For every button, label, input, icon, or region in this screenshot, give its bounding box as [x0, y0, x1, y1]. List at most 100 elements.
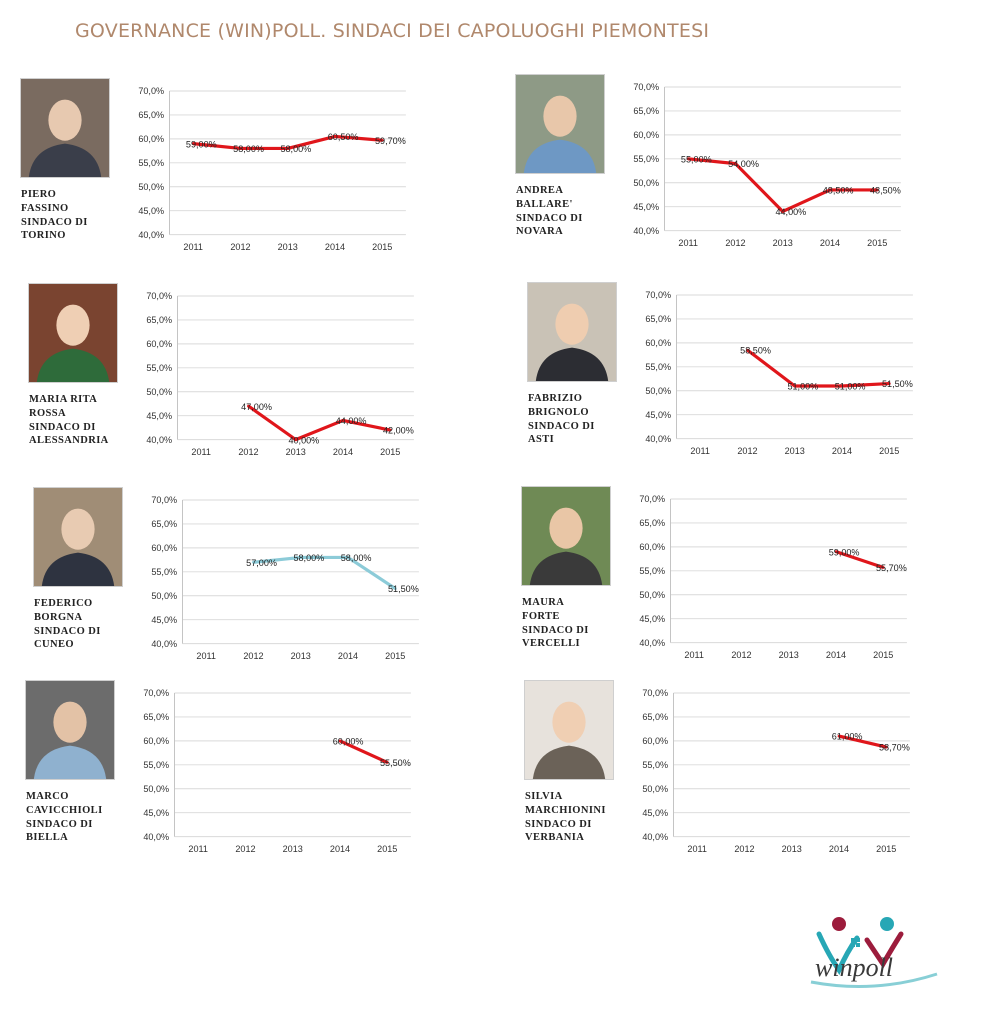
y-tick-label: 45,0%: [645, 410, 671, 420]
y-tick-label: 55,0%: [645, 362, 671, 372]
data-point: [333, 135, 337, 138]
data-label: 59,00%: [186, 139, 217, 149]
y-tick-label: 45,0%: [146, 411, 172, 421]
mayor-panel: SILVIA MARCHIONINI SINDACO DI VERBANIA 40,0%…: [524, 680, 944, 870]
logo-text: winpoll: [815, 953, 893, 982]
data-point: [346, 556, 350, 559]
data-point: [239, 147, 242, 150]
y-tick-label: 70,0%: [143, 688, 169, 698]
x-tick-label: 2015: [876, 844, 896, 854]
line-chart: 40,0% 45,0% 50,0% 55,0% 60,0% 65,0% 70,0% 2011 2…: [642, 688, 910, 854]
y-tick-label: 60,0%: [143, 736, 169, 746]
caption-line: SINDACO DI: [522, 624, 589, 636]
y-tick-label: 55,0%: [151, 567, 177, 577]
y-tick-label: 55,0%: [138, 158, 164, 168]
y-tick-label: 70,0%: [633, 82, 659, 92]
caption-line: BIELLA: [26, 832, 69, 844]
y-tick-label: 40,0%: [633, 226, 659, 236]
data-label: 54,00%: [728, 159, 759, 169]
line-chart: 40,0% 45,0% 50,0% 55,0% 60,0% 65,0% 70,0% 2011 2…: [138, 86, 406, 252]
series-line: [247, 404, 391, 442]
caption-line: ROSSA: [29, 407, 67, 419]
data-point: [834, 550, 838, 554]
y-tick-label: 70,0%: [146, 291, 172, 301]
data-label: 58,00%: [280, 144, 311, 154]
mayor-caption: MAURA FORTE SINDACO DI VERCELLI: [522, 596, 627, 651]
line-chart: 40,0% 45,0% 50,0% 55,0% 60,0% 65,0% 70,0% 2011 2…: [146, 291, 414, 457]
y-tick-label: 60,0%: [639, 542, 665, 552]
caption-line: FASSINO: [21, 202, 69, 214]
x-tick-label: 2012: [731, 650, 751, 660]
y-tick-label: 45,0%: [138, 206, 164, 216]
data-label: 44,00%: [336, 416, 367, 426]
x-tick-label: 2012: [734, 844, 754, 854]
y-tick-label: 65,0%: [633, 106, 659, 116]
x-tick-label: 2015: [867, 238, 887, 248]
x-tick-label: 2012: [243, 651, 263, 661]
mayor-panel: PIERO FASSINO SINDACO DI TORINO 40,0% 45,0% 50…: [20, 78, 440, 268]
y-tick-label: 50,0%: [633, 178, 659, 188]
x-tick-label: 2014: [826, 650, 846, 660]
data-label: 51,50%: [882, 379, 913, 389]
data-label: 58,70%: [879, 743, 910, 753]
data-label: 51,50%: [388, 584, 419, 594]
y-tick-label: 65,0%: [151, 519, 177, 529]
winpoll-logo: winpoll: [805, 912, 945, 992]
data-point: [793, 384, 797, 388]
x-tick-label: 2015: [879, 446, 899, 456]
y-tick-label: 50,0%: [151, 591, 177, 601]
y-tick-label: 45,0%: [143, 808, 169, 818]
x-tick-label: 2012: [230, 242, 250, 252]
data-point: [341, 419, 345, 422]
y-tick-label: 45,0%: [642, 808, 668, 818]
data-label: 59,70%: [375, 136, 406, 146]
data-label: 51,00%: [835, 382, 866, 392]
y-tick-label: 65,0%: [645, 314, 671, 324]
y-tick-label: 65,0%: [146, 315, 172, 325]
data-point: [734, 162, 737, 165]
line-chart: 40,0% 45,0% 50,0% 55,0% 60,0% 65,0% 70,0% 2011 2…: [633, 82, 901, 248]
data-label: 48,50%: [870, 186, 901, 196]
mayor-panel: FABRIZIO BRIGNOLO SINDACO DI ASTI 40,0% 45,0%…: [527, 282, 947, 472]
data-label: 55,50%: [380, 758, 411, 768]
y-tick-label: 50,0%: [642, 784, 668, 794]
data-point: [887, 382, 891, 385]
x-tick-label: 2014: [820, 238, 840, 248]
y-tick-label: 55,0%: [633, 154, 659, 164]
y-tick-label: 50,0%: [645, 386, 671, 396]
mayor-photo: [33, 487, 123, 587]
y-tick-label: 65,0%: [143, 712, 169, 722]
data-point: [393, 587, 397, 590]
x-tick-label: 2014: [333, 447, 353, 457]
data-point: [294, 438, 298, 441]
mayor-photo: [20, 78, 110, 178]
mayor-photo: [524, 680, 614, 780]
x-tick-label: 2012: [238, 447, 258, 457]
x-tick-label: 2015: [873, 650, 893, 660]
caption-line: MARCHIONINI: [525, 804, 606, 816]
data-point: [338, 739, 342, 743]
x-tick-label: 2013: [773, 238, 793, 248]
caption-line: MAURA: [522, 597, 565, 608]
data-point: [828, 188, 832, 192]
data-point: [380, 138, 384, 142]
caption-line: SILVIA: [525, 791, 563, 802]
caption-line: ASTI: [528, 434, 555, 446]
mayor-caption: PIERO FASSINO SINDACO DI TORINO: [21, 188, 126, 243]
x-tick-label: 2013: [779, 650, 799, 660]
mayor-photo: [25, 680, 115, 780]
x-tick-label: 2015: [380, 447, 400, 457]
caption-line: VERBANIA: [525, 832, 585, 844]
data-point: [837, 734, 841, 738]
mayor-panel: MARIA RITA ROSSA SINDACO DI ALESSANDRIA 40,0…: [28, 283, 448, 473]
caption-line: SINDACO DI: [516, 212, 583, 224]
x-tick-label: 2012: [725, 238, 745, 248]
data-label: 58,00%: [233, 144, 264, 154]
data-label: 59,00%: [829, 547, 860, 557]
data-point: [781, 210, 785, 213]
x-tick-label: 2015: [385, 651, 405, 661]
caption-line: SINDACO DI: [34, 625, 101, 637]
y-tick-label: 65,0%: [639, 518, 665, 528]
y-tick-label: 40,0%: [143, 832, 169, 842]
x-tick-label: 2014: [325, 242, 345, 252]
